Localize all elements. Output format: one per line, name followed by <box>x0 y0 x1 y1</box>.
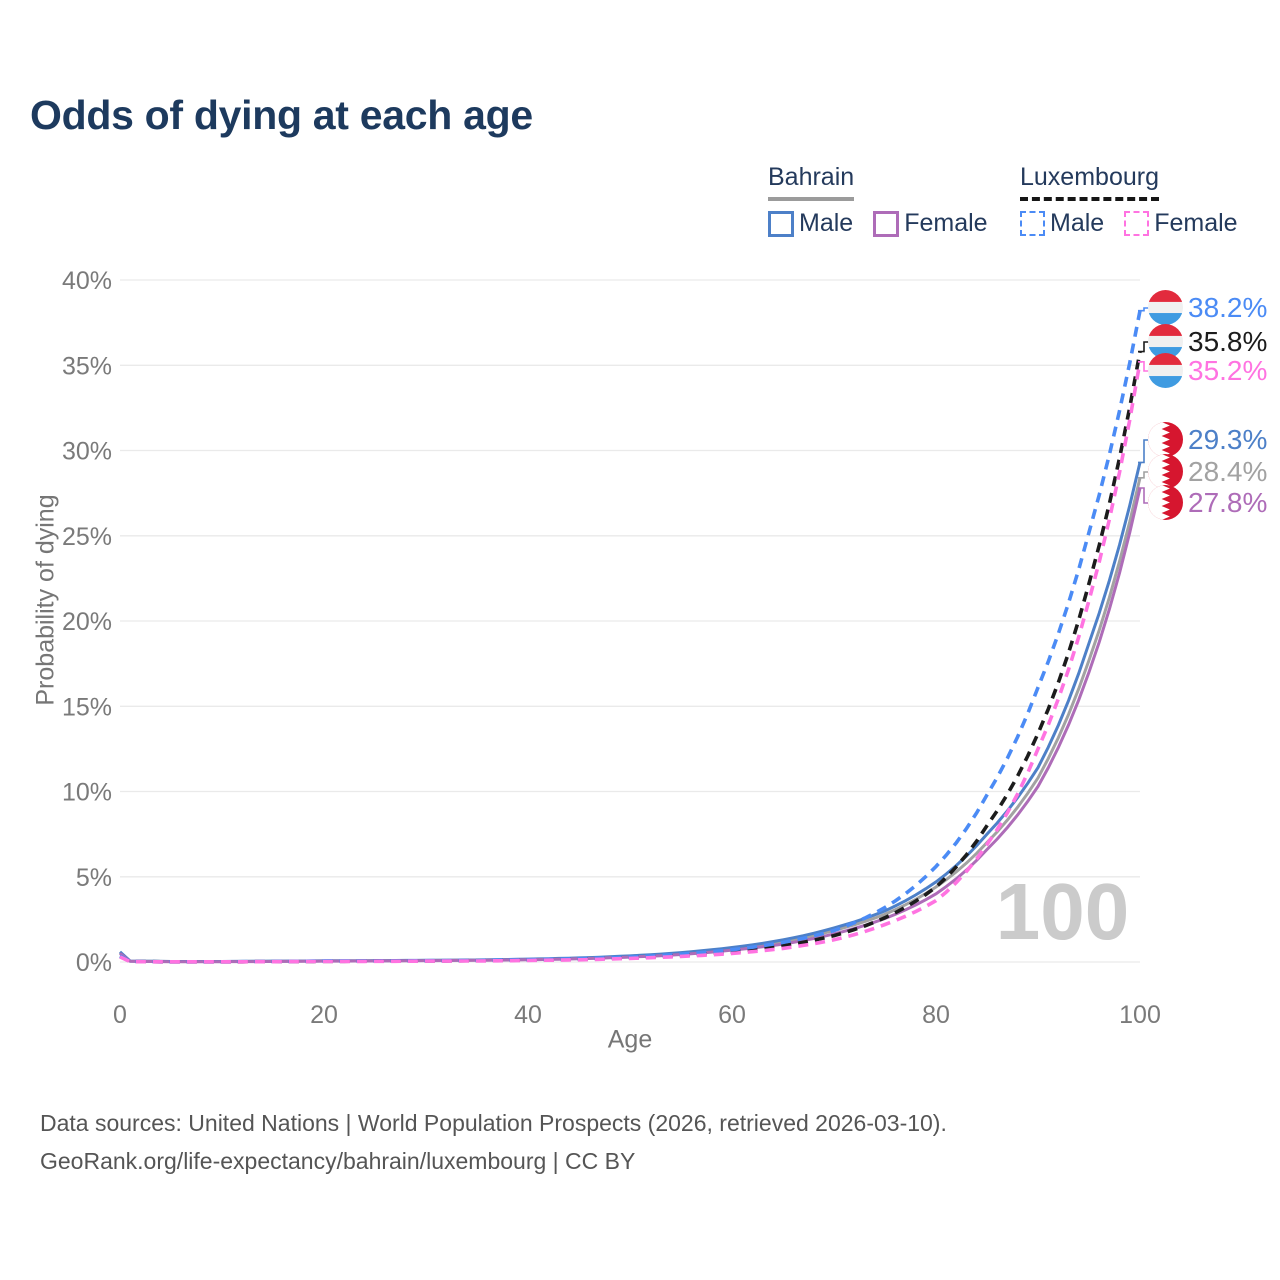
luxembourg-flag-icon <box>1148 290 1183 325</box>
x-axis-tick: 20 <box>310 1001 338 1029</box>
legend-item-bahrain-female: Female <box>873 209 988 238</box>
legend-group-bahrain: Bahrain Male Female <box>768 163 988 238</box>
series-line-luxembourg-male <box>119 310 1142 964</box>
legend-items-luxembourg: Male Female <box>1020 209 1238 238</box>
page-title: Odds of dying at each age <box>30 92 533 138</box>
legend-item-luxembourg-male: Male <box>1020 209 1104 238</box>
footer-attribution: GeoRank.org/life-expectancy/bahrain/luxe… <box>40 1148 636 1174</box>
legend-label-bahrain-male: Male <box>799 209 854 237</box>
end-label-value: 29.3% <box>1188 423 1268 455</box>
y-axis-tick: 15% <box>62 693 112 721</box>
series-line-luxembourg-female <box>119 361 1142 964</box>
end-label-bahrain-female: 27.8% <box>1148 485 1267 520</box>
end-label-connector <box>1138 307 1149 312</box>
age-watermark: 100 <box>995 867 1130 956</box>
x-axis-tick: 40 <box>514 1001 542 1029</box>
bahrain-female-swatch-icon <box>873 210 900 237</box>
y-axis-tick: 25% <box>62 523 112 551</box>
legend-label-luxembourg-male: Male <box>1050 209 1105 237</box>
legend-item-bahrain-male: Male <box>768 209 853 238</box>
bahrain-flag-icon <box>1148 485 1183 520</box>
y-axis-tick: 5% <box>76 864 112 892</box>
x-axis-label: Age <box>607 1025 653 1054</box>
legend-label-bahrain-female: Female <box>904 209 988 237</box>
luxembourg-male-swatch-icon <box>1020 211 1045 236</box>
x-axis-tick: 60 <box>718 1001 746 1029</box>
end-label-connector <box>1138 471 1149 479</box>
legend-items-bahrain: Male Female <box>768 209 988 238</box>
legend-group-luxembourg: Luxembourg Male Female <box>1020 163 1238 238</box>
legend-label-luxembourg-female: Female <box>1154 209 1238 237</box>
end-label-luxembourg-female: 35.2% <box>1148 353 1267 388</box>
x-axis-tick: 0 <box>113 1001 127 1029</box>
footer-data-sources: Data sources: United Nations | World Pop… <box>40 1110 947 1136</box>
end-label-value: 38.2% <box>1188 291 1268 323</box>
end-label-bahrain-both: 28.4% <box>1148 454 1267 489</box>
end-label-value: 35.8% <box>1188 325 1268 357</box>
series-line-bahrain-male <box>118 462 1142 963</box>
luxembourg-flag-icon <box>1148 353 1183 388</box>
series-line-bahrain-female <box>119 487 1142 964</box>
series-line-luxembourg-both <box>119 351 1142 964</box>
bahrain-male-swatch-icon <box>768 210 794 237</box>
y-axis-tick: 30% <box>62 438 112 466</box>
y-axis-tick: 10% <box>62 779 112 807</box>
luxembourg-female-swatch-icon <box>1124 211 1150 236</box>
y-axis-tick: 35% <box>62 352 112 380</box>
end-label-value: 27.8% <box>1188 486 1268 518</box>
end-label-connector <box>1138 487 1149 504</box>
y-axis-tick: 20% <box>62 608 112 636</box>
end-label-luxembourg-male: 38.2% <box>1148 290 1267 325</box>
end-label-connector <box>1138 439 1149 464</box>
x-axis-tick: 80 <box>922 1001 950 1029</box>
end-label-value: 28.4% <box>1188 455 1268 487</box>
bahrain-flag-icon <box>1148 454 1183 489</box>
end-label-bahrain-male: 29.3% <box>1148 422 1267 457</box>
end-label-value: 35.2% <box>1188 354 1268 386</box>
series-line-bahrain-both <box>119 477 1142 963</box>
y-axis-tick: 0% <box>76 949 112 977</box>
y-axis-tick: 40% <box>62 267 112 295</box>
x-axis-tick: 100 <box>1119 1001 1161 1029</box>
bahrain-flag-icon <box>1148 422 1183 457</box>
end-label-connector <box>1138 341 1149 353</box>
legend-item-luxembourg-female: Female <box>1124 209 1238 238</box>
legend-country-luxembourg: Luxembourg <box>1020 163 1159 201</box>
end-label-connector <box>1138 361 1149 372</box>
legend-country-bahrain: Bahrain <box>768 163 855 201</box>
